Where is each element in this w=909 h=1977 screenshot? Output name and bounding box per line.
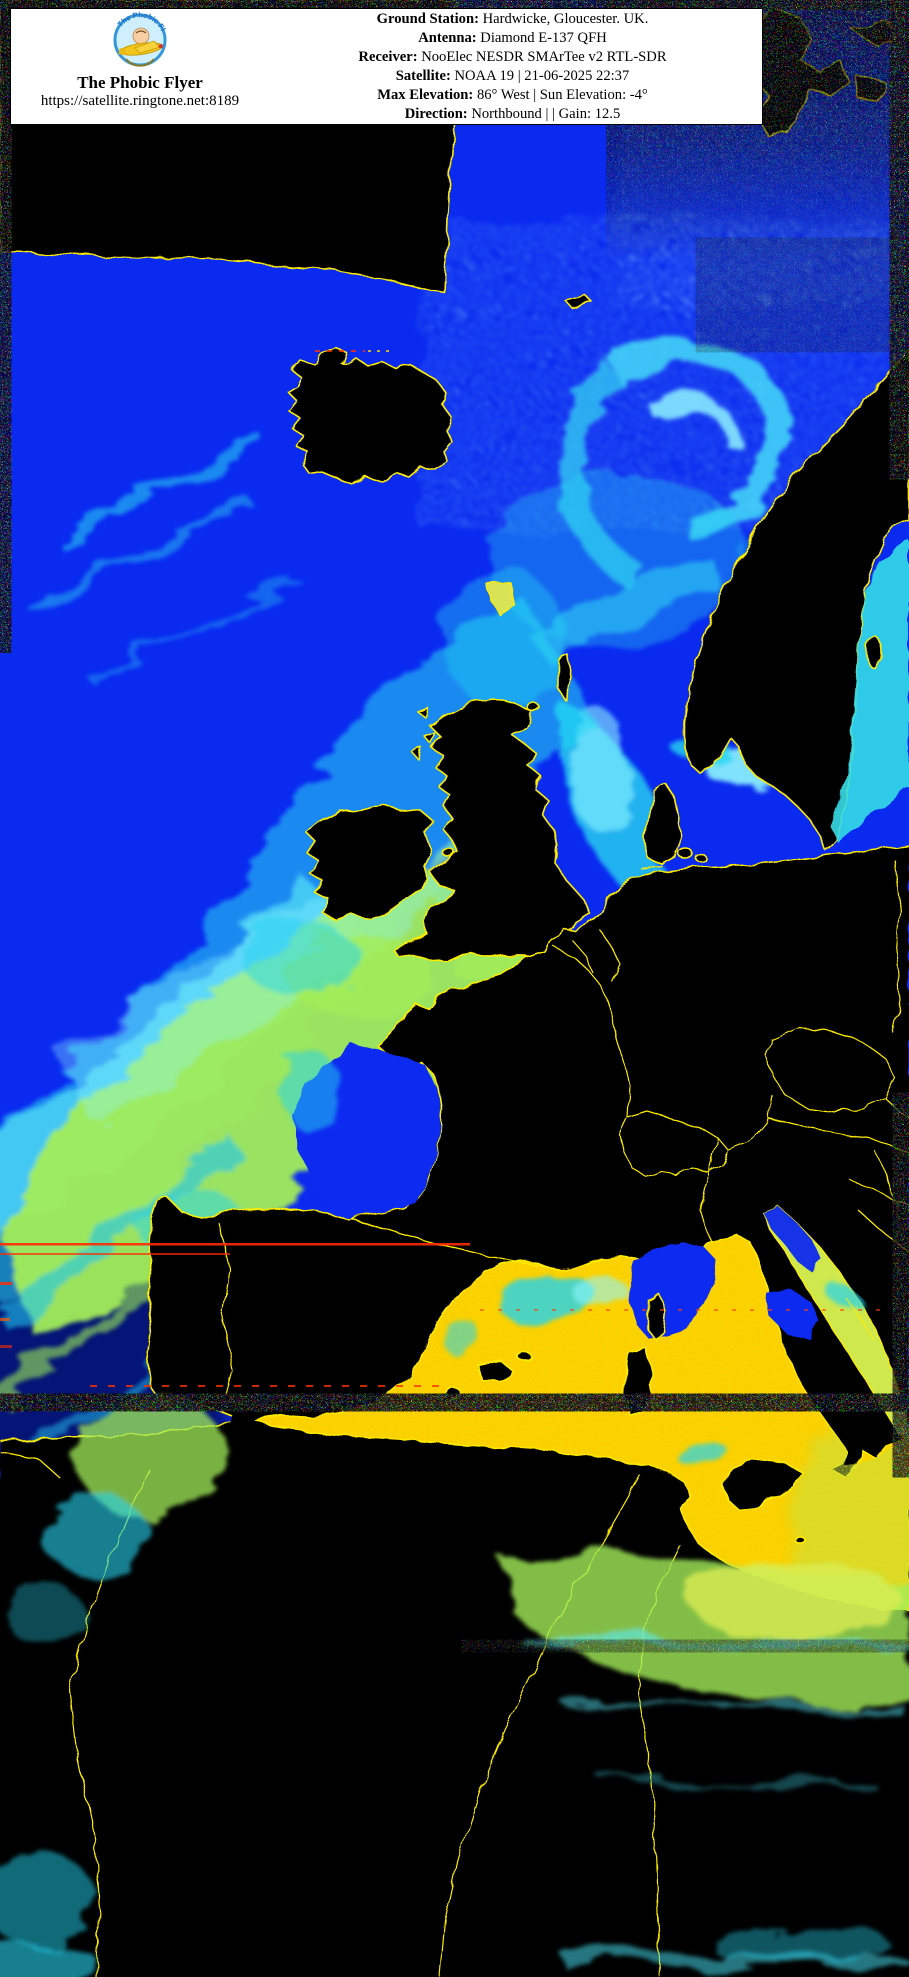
info-line-satellite: Satellite: NOAA 19 | 21-06-2025 22:37 [395,67,630,84]
ireland-landmass [305,805,433,921]
info-line-antenna: Antenna: Diamond E-137 QFH [418,29,607,46]
left-telemetry-noise-column [0,0,11,640]
jan-mayen-island [564,294,593,309]
baltic-sea [830,540,909,843]
station-title: The Phobic Flyer [77,73,203,92]
station-branding: The Phobic Flyer The Phobic Flyer https:… [11,9,269,124]
mallorca-island [477,1359,513,1383]
header-panel: The Phobic Flyer The Phobic Flyer https:… [10,8,763,125]
info-line-direction: Direction: Northbound | | Gain: 12.5 [404,105,621,122]
phobic-flyer-logo: The Phobic Flyer [113,10,168,67]
right-telemetry-noise-column [890,0,909,470]
iceland-landmass [287,347,453,485]
malta-island [794,1536,806,1544]
denmark-landmass [643,783,683,865]
africa-cloud-layer [0,1393,909,1977]
shetland-islands [557,654,573,701]
isle-of-man [441,847,455,857]
info-line-max-elevation: Max Elevation: 86° West | Sun Elevation:… [377,86,648,103]
info-line-ground-station: Ground Station: Hardwicke, Gloucester. U… [376,11,649,27]
sicily-island [722,1458,802,1513]
atlantic-coastline [146,844,909,1418]
horizontal-noise-band [0,1394,909,1411]
adriatic-sea [761,1205,909,1445]
great-britain-landmass [391,697,591,963]
gotland-island [866,635,882,669]
info-line-receiver: Receiver: NooElec NESDR SMArTee v2 RTL-S… [358,48,667,65]
corsica-island [647,1294,667,1341]
interference-line [0,1243,470,1246]
faroe-islands [487,581,516,616]
top-edge-noise [0,0,909,9]
pass-info: Ground Station: Hardwicke, Gloucester. U… [269,9,762,124]
station-url: https://satellite.ringtone.net:8189 [40,93,240,109]
